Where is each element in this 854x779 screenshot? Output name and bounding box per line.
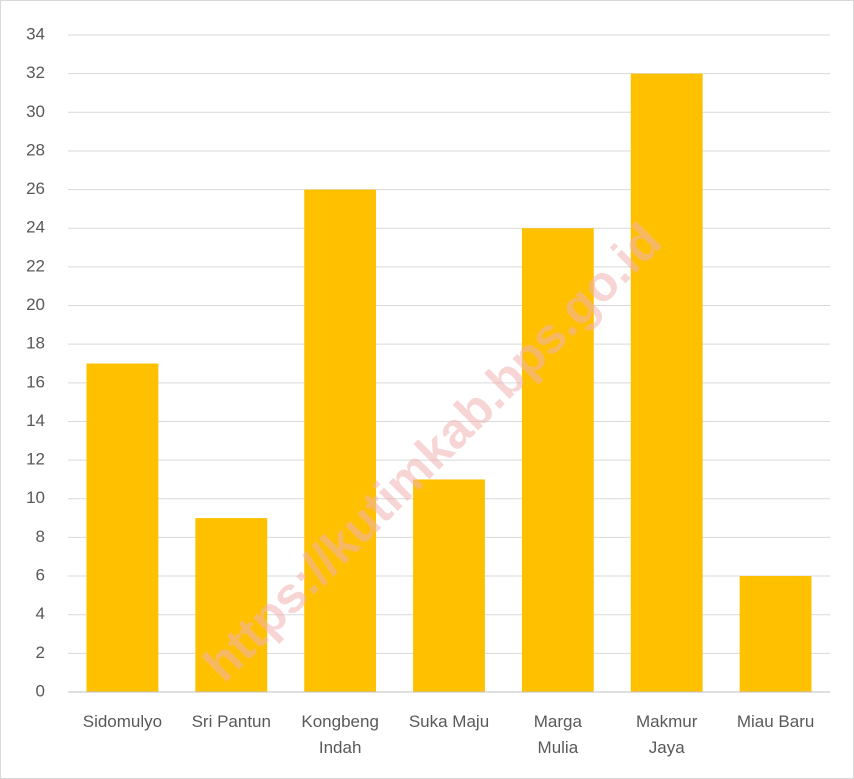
x-category-label: Suka Maju bbox=[409, 712, 489, 731]
bar bbox=[521, 228, 594, 692]
y-tick-label: 6 bbox=[36, 566, 45, 585]
y-tick-label: 22 bbox=[26, 256, 45, 275]
x-category-label: Kongbeng Indah bbox=[301, 712, 379, 757]
y-tick-label: 34 bbox=[26, 24, 45, 43]
y-tick-label: 26 bbox=[26, 179, 45, 198]
y-tick-label: 16 bbox=[26, 372, 45, 391]
y-tick-label: 14 bbox=[26, 411, 45, 430]
y-tick-label: 24 bbox=[26, 218, 45, 237]
x-category-label: Makmur Jaya bbox=[636, 712, 698, 757]
y-tick-label: 32 bbox=[26, 63, 45, 82]
y-tick-label: 8 bbox=[36, 527, 45, 546]
y-tick-label: 18 bbox=[26, 334, 45, 353]
x-category-label: Sri Pantun bbox=[192, 712, 271, 731]
x-category-label: Sidomulyo bbox=[83, 712, 162, 731]
bar bbox=[413, 479, 485, 692]
bar bbox=[739, 576, 812, 692]
y-tick-label: 20 bbox=[26, 295, 45, 314]
bar bbox=[630, 73, 703, 693]
x-category-label: Marga Mulia bbox=[534, 712, 583, 757]
y-tick-label: 0 bbox=[36, 681, 45, 700]
y-tick-label: 10 bbox=[26, 488, 45, 507]
bars bbox=[86, 73, 812, 693]
y-tick-label: 28 bbox=[26, 140, 45, 159]
x-axis-labels: Sidomulyo Sri Pantun Kongbeng Indah Suka Maj… bbox=[83, 712, 815, 757]
y-tick-label: 4 bbox=[36, 604, 45, 623]
y-tick-label: 30 bbox=[26, 102, 45, 121]
bar bbox=[86, 363, 159, 692]
y-tick-label: 12 bbox=[26, 450, 45, 469]
bar bbox=[195, 518, 268, 692]
y-tick-label: 2 bbox=[36, 643, 45, 662]
x-category-label: Miau Baru bbox=[737, 712, 814, 731]
bar bbox=[304, 189, 377, 692]
gridlines bbox=[68, 34, 830, 654]
